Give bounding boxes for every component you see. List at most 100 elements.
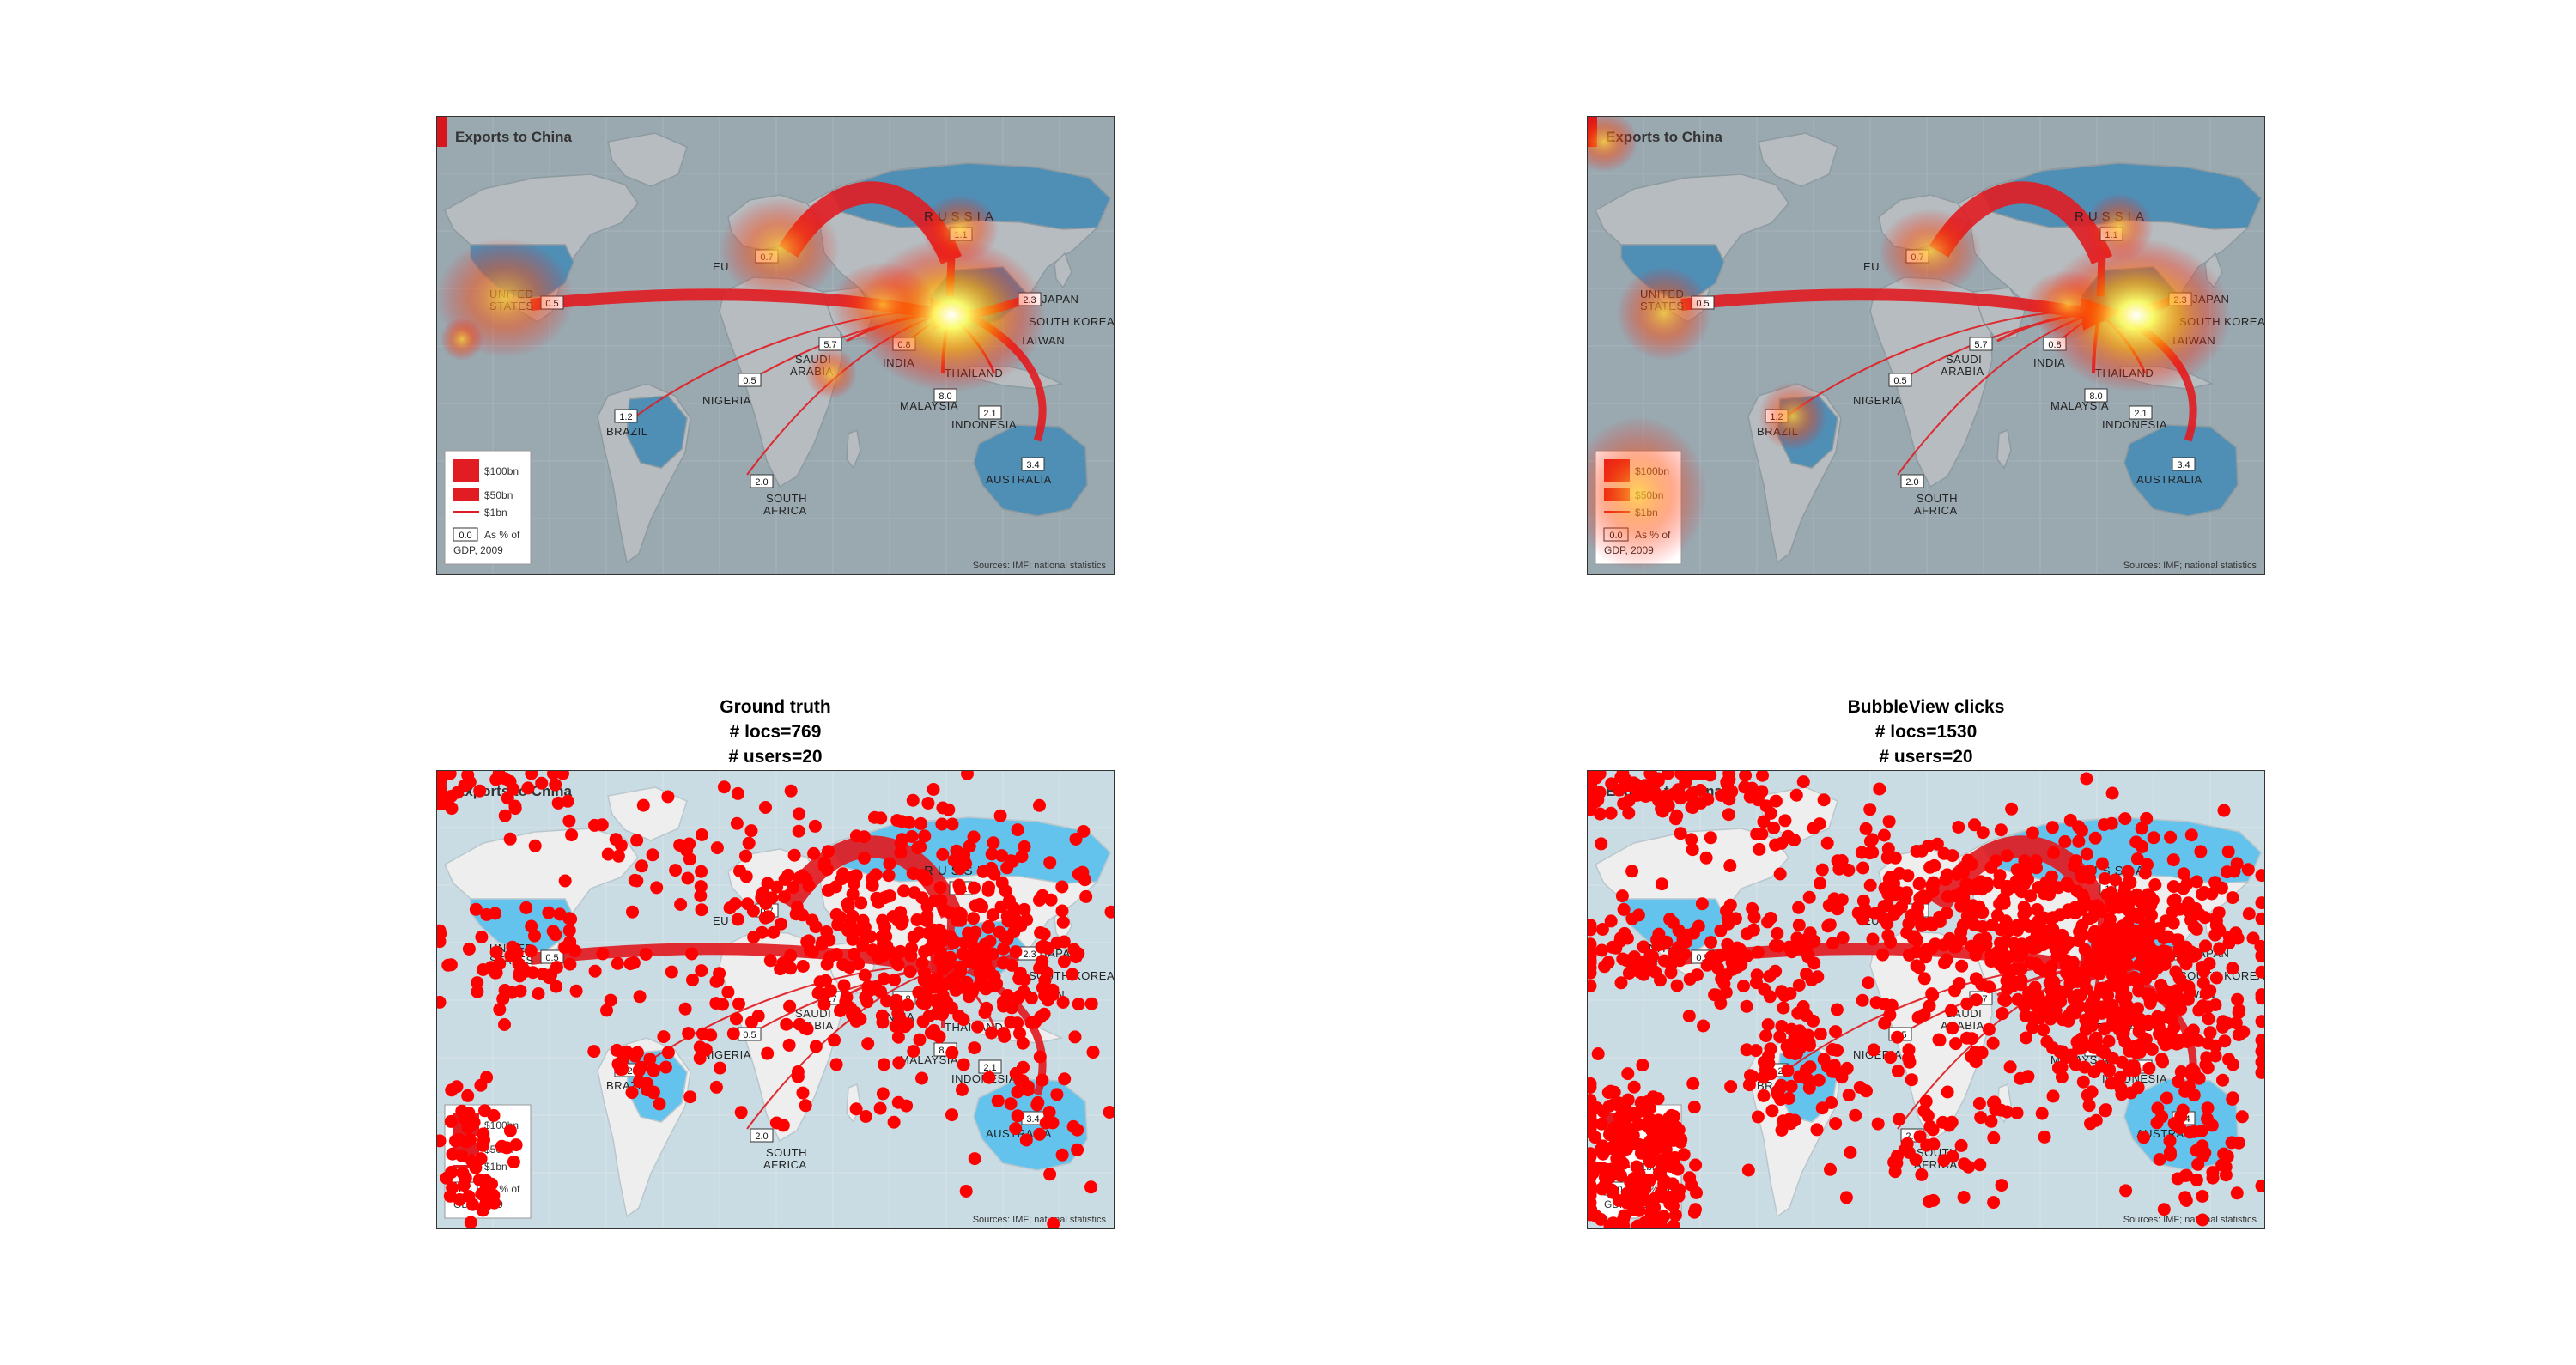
click-dot — [1987, 1131, 2001, 1144]
label-safrica1: SOUTH — [766, 1146, 807, 1159]
click-dot — [462, 942, 476, 956]
click-dot — [632, 1075, 646, 1089]
click-dot — [1043, 856, 1057, 870]
click-dot — [476, 1204, 489, 1217]
click-dot — [787, 848, 801, 862]
click-dot — [480, 907, 494, 921]
click-dot — [1913, 877, 1927, 890]
click-dot — [1654, 974, 1667, 987]
click-dot — [829, 948, 843, 961]
label-safrica1: SOUTH — [766, 492, 807, 505]
click-dot — [1966, 899, 1980, 913]
click-dot — [877, 949, 890, 962]
click-dot — [1881, 842, 1895, 856]
click-dot — [763, 954, 777, 968]
map-svg: Exports to ChinaRUSSIAEUUNITEDSTATESJAPA… — [1587, 770, 2265, 1229]
click-dot — [1751, 1110, 1765, 1124]
map-source: Sources: IMF; national statistics — [2123, 561, 2257, 571]
click-dot — [1796, 775, 1810, 789]
click-dot — [1789, 788, 1803, 802]
click-dot — [915, 956, 929, 970]
click-dot — [1036, 955, 1049, 968]
click-dot — [803, 943, 817, 957]
click-dot — [1749, 1044, 1763, 1058]
click-dot — [1656, 804, 1669, 818]
click-dot — [1655, 877, 1668, 891]
click-dot — [2128, 1064, 2142, 1077]
click-dot — [1005, 1001, 1018, 1015]
click-dot — [650, 881, 664, 895]
click-dot — [1946, 1022, 1959, 1035]
click-dot — [1996, 1007, 2009, 1020]
click-dot — [807, 846, 821, 860]
click-dot — [836, 867, 850, 881]
click-dot — [1038, 989, 1052, 1003]
heat-blob — [1587, 116, 1638, 172]
click-dot — [858, 968, 872, 982]
click-dot — [1815, 863, 1829, 877]
click-dot — [498, 984, 512, 997]
click-dot — [1595, 1117, 1608, 1131]
click-dot — [2227, 1058, 2239, 1071]
click-dot — [623, 957, 637, 971]
click-dot — [2255, 1045, 2265, 1058]
click-dot — [918, 997, 932, 1010]
click-dot — [889, 953, 902, 967]
click-dot — [751, 1010, 765, 1022]
click-dot — [2077, 965, 2091, 979]
click-dot — [2164, 995, 2178, 1009]
attention-heatmap — [436, 195, 1046, 399]
click-dot — [1813, 817, 1826, 831]
click-dot — [2130, 852, 2144, 865]
click-dot — [2017, 877, 2031, 891]
click-dot — [1631, 1219, 1644, 1229]
click-dot — [913, 1033, 927, 1046]
click-dot — [1616, 1156, 1630, 1170]
click-dot — [793, 807, 806, 821]
click-dot — [1719, 968, 1733, 982]
click-dot — [1016, 1036, 1030, 1050]
click-dot — [1704, 831, 1717, 845]
heat-blob — [2025, 270, 2111, 339]
click-dot — [1636, 1059, 1649, 1072]
click-dot — [1665, 1128, 1679, 1142]
click-dot — [1743, 790, 1757, 804]
click-dot — [674, 898, 688, 911]
click-dot — [759, 897, 773, 910]
click-dot — [730, 816, 744, 830]
click-dot — [769, 1116, 783, 1130]
click-dot — [2208, 998, 2222, 1011]
click-dot — [1587, 1208, 1597, 1222]
click-dot — [936, 962, 950, 976]
click-dot — [1595, 1162, 1609, 1174]
svg-text:2.0: 2.0 — [755, 477, 768, 488]
click-dot — [2109, 873, 2122, 887]
click-dot — [1868, 907, 1882, 920]
click-dot — [1666, 916, 1680, 929]
label-saudi2: ARABIA — [1941, 365, 1984, 378]
click-dot — [469, 902, 483, 916]
click-dot — [2141, 1017, 2154, 1031]
click-dot — [1038, 974, 1052, 987]
click-dot — [1930, 837, 1944, 851]
click-dot — [1880, 917, 1894, 931]
click-dot — [1604, 914, 1618, 928]
click-dot — [1011, 1085, 1024, 1099]
click-dot — [2005, 802, 2019, 816]
click-dot — [1602, 1100, 1616, 1113]
click-dot — [614, 1063, 628, 1076]
heat-blob — [1759, 382, 1827, 451]
click-dot — [877, 937, 890, 950]
click-dot — [1066, 968, 1079, 981]
click-dot — [508, 802, 522, 816]
label-safrica2: AFRICA — [1914, 504, 1958, 517]
click-dot — [436, 784, 447, 798]
click-dot — [1683, 789, 1697, 803]
map-svg: Exports to ChinaRUSSIAEUUNITEDSTATESJAPA… — [436, 770, 1115, 1229]
click-dot — [562, 924, 576, 937]
click-dot — [975, 900, 989, 913]
heat-blob — [1587, 416, 1707, 571]
click-dot — [1670, 809, 1684, 822]
click-dot — [880, 890, 894, 904]
svg-text:2.1: 2.1 — [2134, 409, 2147, 419]
